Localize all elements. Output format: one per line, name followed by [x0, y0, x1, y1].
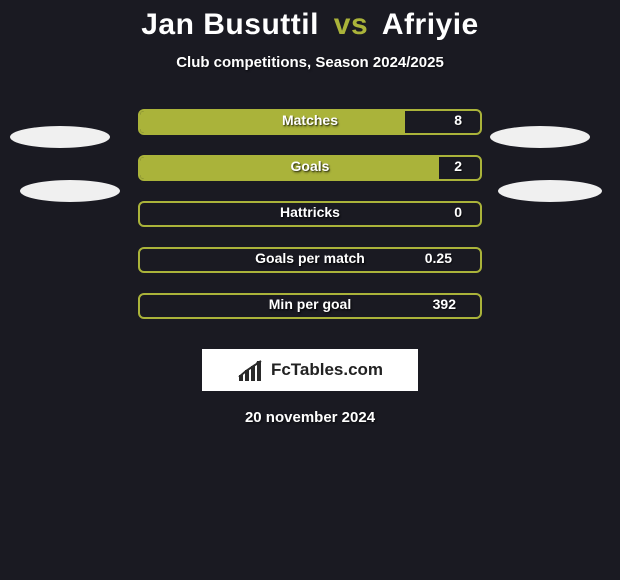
brand-box: FcTables.com [202, 349, 418, 391]
bar-label: Min per goal [269, 296, 351, 312]
subtitle: Club competitions, Season 2024/2025 [0, 54, 620, 71]
decorative-ellipse [20, 180, 120, 202]
vs-text: vs [328, 8, 374, 41]
stat-row: Min per goal 392 [0, 283, 620, 329]
bar-fill [140, 111, 405, 133]
decorative-ellipse [498, 180, 602, 202]
bar-value: 392 [433, 296, 456, 312]
bar-label: Hattricks [280, 204, 340, 220]
bar-value: 8 [454, 112, 462, 128]
brand-chart-icon [237, 359, 263, 381]
player1-name: Jan Busuttil [141, 8, 319, 41]
player2-name: Afriyie [382, 8, 479, 41]
decorative-ellipse [10, 126, 110, 148]
stat-row: Goals per match 0.25 [0, 237, 620, 283]
bar-value: 0 [454, 204, 462, 220]
bar-value: 2 [454, 158, 462, 174]
decorative-ellipse [490, 126, 590, 148]
bar-label: Matches [282, 112, 338, 128]
bar-label: Goals [291, 158, 330, 174]
page-title: Jan Busuttil vs Afriyie [0, 8, 620, 42]
brand-text: FcTables.com [271, 360, 383, 380]
bar-label: Goals per match [255, 250, 365, 266]
date-label: 20 november 2024 [0, 409, 620, 426]
bar-value: 0.25 [425, 250, 452, 266]
